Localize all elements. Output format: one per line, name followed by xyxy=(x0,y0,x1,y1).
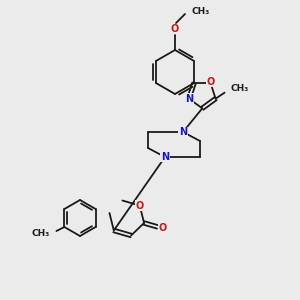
Text: O: O xyxy=(206,77,214,87)
Text: O: O xyxy=(136,200,144,211)
Text: CH₃: CH₃ xyxy=(231,84,249,93)
Text: CH₃: CH₃ xyxy=(191,8,209,16)
Text: N: N xyxy=(185,94,193,104)
Text: CH₃: CH₃ xyxy=(31,230,50,238)
Text: N: N xyxy=(161,152,169,162)
Text: O: O xyxy=(171,24,179,34)
Text: O: O xyxy=(158,223,166,233)
Text: N: N xyxy=(179,127,187,137)
